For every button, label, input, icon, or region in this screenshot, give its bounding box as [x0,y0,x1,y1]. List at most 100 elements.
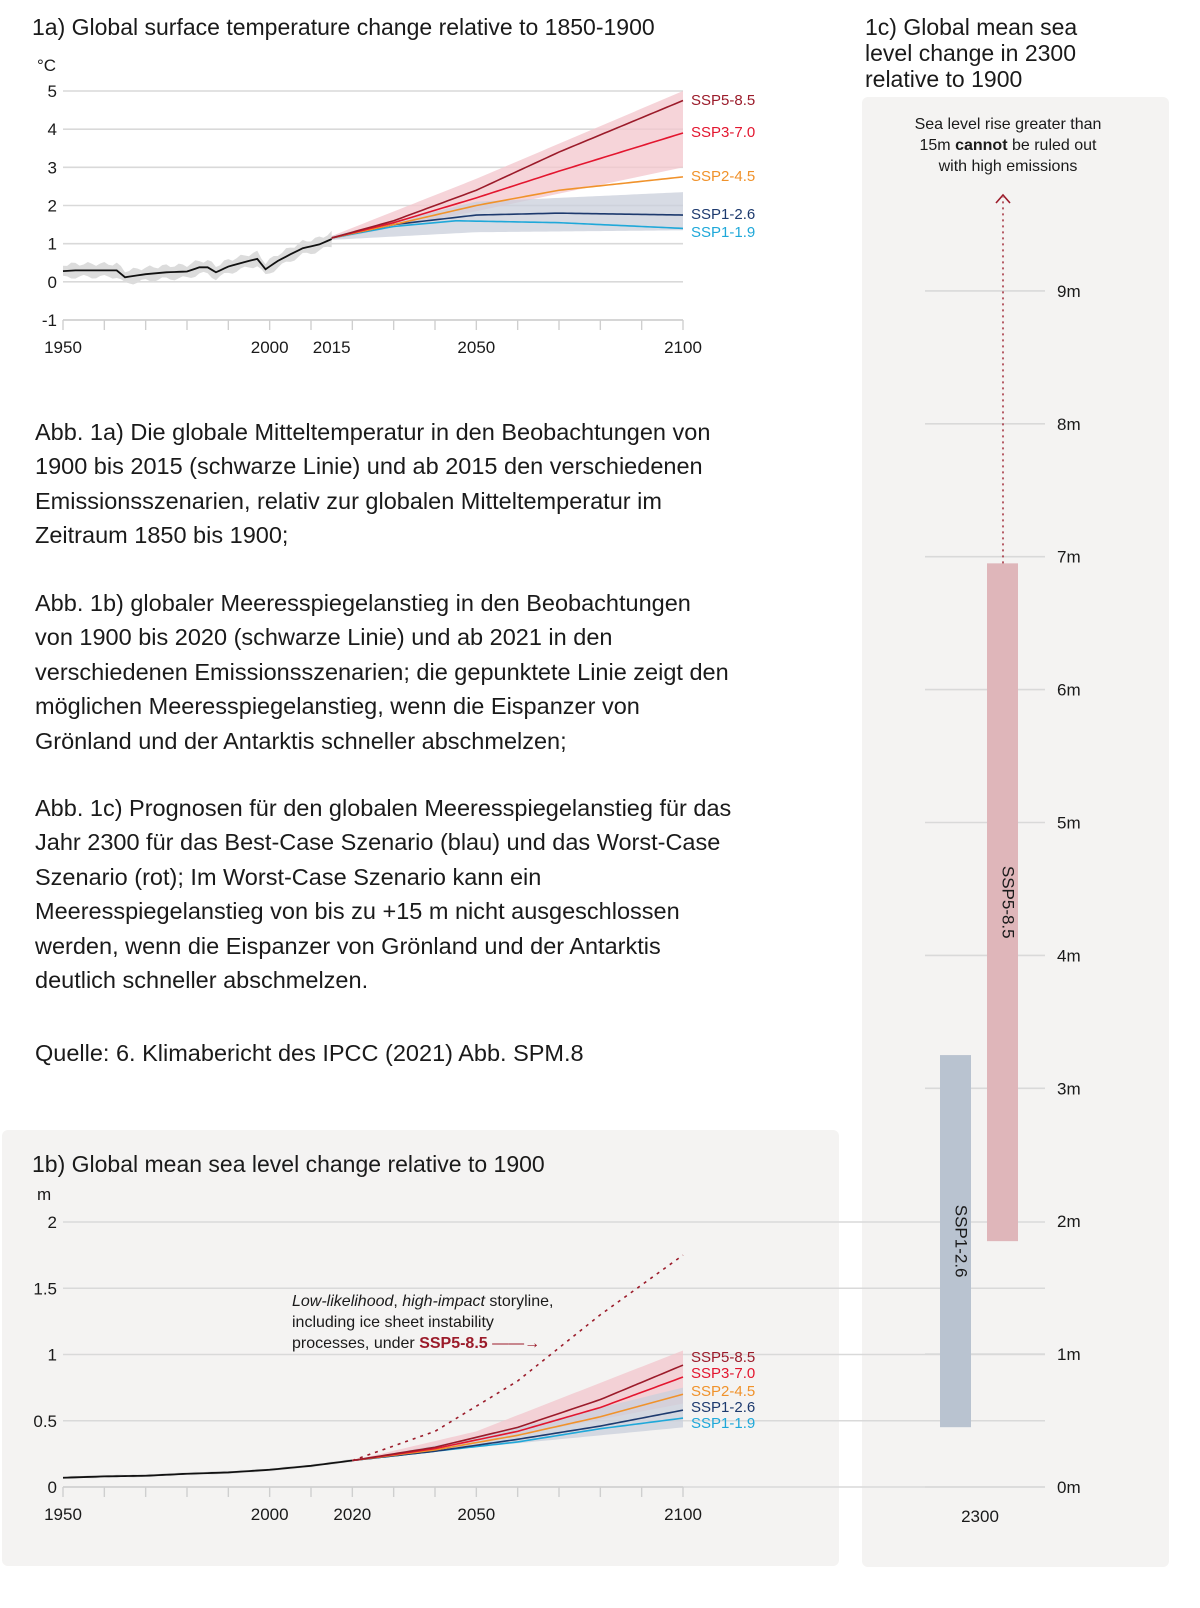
x-tick-label: 2020 [333,1505,371,1524]
caption-line: Abb. 1a) Die globale Mitteltemperatur in… [35,419,711,445]
observed-line [62,238,333,279]
caption-line: Jahr 2300 für das Best-Case Szenario (bl… [35,829,721,856]
range-bar-ssp5-8.5 [987,563,1018,1242]
panel-1b [2,1130,839,1566]
y-tick-label: 5m [1057,814,1081,833]
y-tick-label: 1 [48,235,57,254]
caption-line: möglichen Meeresspiegelanstieg, wenn die… [35,693,640,720]
caption-line: verschiedenen Emissionsszenarien; die ge… [35,658,729,685]
caption-1a: Abb. 1a) Die globale Mitteltemperatur in… [35,415,710,553]
y-tick-label: 0.5 [33,1412,57,1431]
chart-1c-title-line: relative to 1900 [865,66,1023,92]
note-line: with high emissions [938,158,1078,175]
series-line-ssp2-4.5 [352,1393,684,1462]
caption-line: werden, wenn die Eispanzer von Grönland … [35,932,661,959]
y-tick-label: 9m [1057,282,1081,301]
series-line-ssp1-2.6 [352,1409,684,1462]
series-line-ssp3-7.0 [331,132,684,239]
x-tick-label: 2015 [313,338,351,357]
series-label-ssp1-1.9: SSP1-1.9 [691,224,755,241]
chart-1a-title: 1a) Global surface temperature change re… [32,14,655,40]
storyline-text: storyline, [484,1293,554,1310]
series-label-ssp1-2.6: SSP1-2.6 [691,1399,755,1416]
source-note: Quelle: 6. Klimabericht des IPCC (2021) … [35,1040,584,1066]
observed-uncertainty-band [63,230,332,285]
series-label-ssp1-1.9: SSP1-1.9 [691,1415,755,1432]
series-line-ssp2-4.5 [331,176,684,239]
series-line-ssp1-1.9 [331,219,684,239]
series-label-ssp5-8.5: SSP5-8.5 [691,92,755,109]
caption-line: Grönland und der Antarktis schneller abs… [35,727,567,754]
chart-1c-title: 1c) Global mean sea level change in 2300… [865,14,1077,92]
caption-line: Abb. 1c) Prognosen für den globalen Meer… [35,795,732,821]
note-text: 15m [919,137,956,154]
y-tick-label: 1.5 [33,1279,57,1298]
y-tick-label: 2 [48,1213,57,1232]
caption-line: Szenario (rot); Im Worst-Case Szenario k… [35,863,542,890]
storyline-dotted-line [352,1254,684,1462]
y-tick-label: 4m [1057,946,1081,965]
caption-line: deutlich schneller abschmelzen. [35,967,369,994]
y-axis-unit: °C [37,56,56,75]
caption-line: Meeresspiegelanstieg von bis zu +15 m ni… [35,898,680,925]
observed-line [62,1459,353,1479]
storyline-text: processes, under [292,1335,420,1352]
range-bar-label: SSP5-8.5 [999,866,1018,939]
y-tick-label: 4 [48,120,57,139]
y-tick-label: 8m [1057,415,1081,434]
series-label-ssp5-8.5: SSP5-8.5 [691,1349,755,1366]
range-bar-label: SSP1-2.6 [952,1205,971,1278]
x-tick-label: 1950 [44,1505,82,1524]
series-label-ssp3-7.0: SSP3-7.0 [691,1365,755,1382]
series-label-ssp3-7.0: SSP3-7.0 [691,124,755,141]
x-tick-label: 2100 [664,338,702,357]
x-tick-label: 2050 [457,338,495,357]
chart-1b-title: 1b) Global mean sea level change relativ… [32,1151,545,1177]
range-bar-ssp1-2.6 [940,1055,971,1428]
y-tick-label: 3 [48,158,57,177]
x-tick-label: 2050 [457,1505,495,1524]
y-axis-unit: m [37,1185,51,1204]
y-tick-label: 6m [1057,681,1081,700]
y-tick-label: 0 [48,273,57,292]
caption-line: Abb. 1b) globaler Meeresspiegelanstieg i… [35,590,691,616]
chart-1c-note: Sea level rise greater than 15m cannot b… [868,114,1148,177]
x-tick-label: 2300 [961,1507,999,1526]
caption-1b: Abb. 1b) globaler Meeresspiegelanstieg i… [35,586,729,758]
y-tick-label: 5 [48,82,57,101]
caption-line: Zeitraum 1850 bis 1900; [35,522,289,549]
y-tick-label: 0 [48,1478,57,1497]
x-tick-label: 2100 [664,1505,702,1524]
caption-line: Emissionsszenarien, relativ zur globalen… [35,487,662,514]
note-line: Sea level rise greater than [914,116,1102,133]
series-line-ssp3-7.0 [352,1376,684,1462]
storyline-text: including ice sheet instability [292,1314,494,1331]
storyline-text: high-impact [402,1293,485,1310]
caption-1c: Abb. 1c) Prognosen für den globalen Meer… [35,791,731,997]
y-tick-label: 1 [48,1346,57,1365]
series-label-ssp1-2.6: SSP1-2.6 [691,206,755,223]
note-text: be ruled out [1007,137,1097,154]
storyline-annotation: Low-likelihood, high-impact storyline, i… [292,1291,553,1354]
scenario-range-band [331,192,683,240]
y-tick-label: 2m [1057,1212,1081,1231]
chart-1c-title-line: level change in 2300 [865,40,1076,66]
y-tick-label: 2 [48,197,57,216]
y-tick-label: 7m [1057,548,1081,567]
note-bold: cannot [955,137,1008,154]
storyline-text: , [393,1293,403,1310]
y-tick-label: -1 [42,311,57,330]
x-tick-label: 1950 [44,338,82,357]
y-tick-label: 1m [1057,1345,1081,1364]
x-tick-label: 2000 [251,1505,289,1524]
x-tick-label: 2000 [251,338,289,357]
series-label-ssp2-4.5: SSP2-4.5 [691,168,755,185]
storyline-text: Low-likelihood [292,1293,394,1310]
arrow-up-icon [995,193,1011,204]
chart-1c-title-line: 1c) Global mean sea [865,14,1078,40]
series-label-ssp2-4.5: SSP2-4.5 [691,1383,755,1400]
storyline-scenario: SSP5-8.5 [419,1335,488,1352]
scenario-range-band [331,91,683,240]
arrow-right-icon: ——→ [487,1335,541,1352]
